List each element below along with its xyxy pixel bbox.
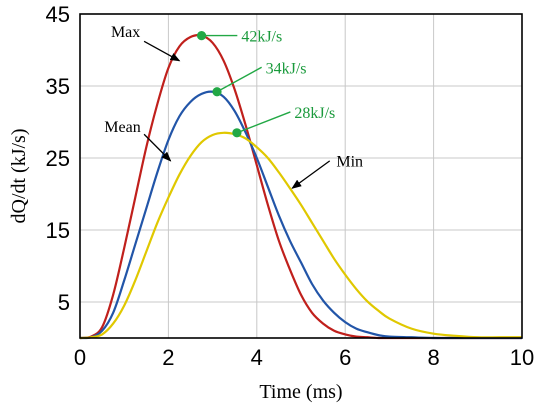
series-line-max: [79, 34, 522, 340]
annotation-arrow: [143, 40, 181, 62]
y-tick-label: 25: [46, 146, 70, 171]
y-tick-label: 45: [46, 2, 70, 27]
tick-labels: 0 2 4 6 8 10 5 15 25 35 45: [46, 2, 535, 370]
y-tick-label: 35: [46, 74, 70, 99]
annotations: 42kJ/s 34kJ/s 28kJ/s Max Mean Min: [104, 24, 363, 189]
y-tick-label: 15: [46, 218, 70, 243]
annotation-arrow: [143, 133, 172, 162]
x-tick-label: 10: [510, 345, 534, 370]
x-tick-label: 0: [74, 345, 86, 370]
annotation-arrow: [291, 160, 331, 189]
y-axis-label: dQ/dt (kJ/s): [8, 129, 30, 224]
series-line-min: [79, 131, 522, 340]
peak-leader-line: [236, 111, 291, 134]
x-tick-label: 4: [251, 345, 263, 370]
series-annotation-mean: Mean: [104, 119, 140, 136]
peak-leader-line: [216, 66, 262, 93]
peak-marker: [196, 30, 207, 41]
x-axis-label: Time (ms): [259, 381, 342, 403]
series-annotation-max: Max: [111, 24, 140, 41]
y-tick-label: 5: [58, 290, 70, 315]
peak-label: 34kJ/s: [266, 60, 307, 77]
series-line-mean: [79, 90, 522, 340]
plot-frame: [79, 13, 523, 339]
x-tick-label: 2: [162, 345, 174, 370]
series-annotation-min: Min: [336, 154, 363, 171]
peak-marker: [232, 128, 242, 138]
peak-label: 28kJ/s: [294, 105, 335, 122]
peak-marker: [212, 87, 222, 97]
x-tick-label: 6: [339, 345, 351, 370]
series-lines: [79, 34, 522, 340]
peak-label: 42kJ/s: [241, 29, 282, 46]
x-tick-label: 8: [427, 345, 439, 370]
